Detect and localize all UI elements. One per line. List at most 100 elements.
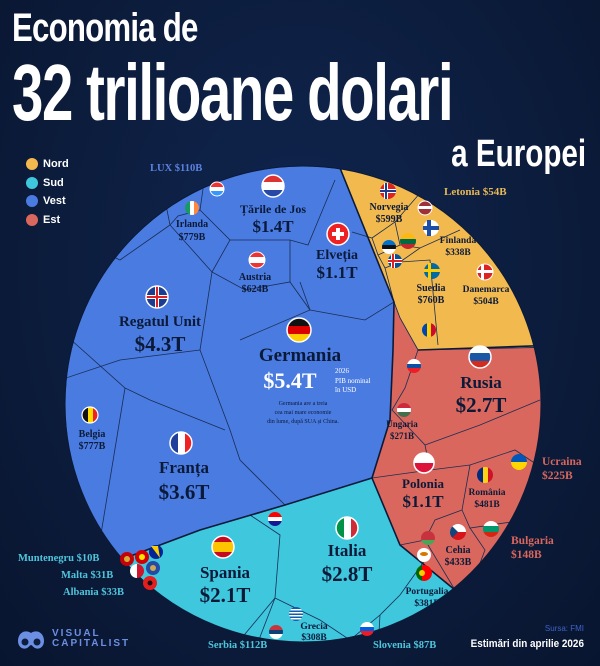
source-note: Sursa: FMI xyxy=(544,624,584,633)
serbia-flag-icon xyxy=(269,625,283,639)
croatia-flag-icon xyxy=(268,512,282,526)
label-tarile-de-jos-value: $1.4T xyxy=(252,217,294,236)
bosnia-flag-icon xyxy=(149,545,163,559)
portugal-flag-icon xyxy=(416,565,432,581)
malta-flag-icon xyxy=(130,564,144,578)
north-macedonia-flag-icon xyxy=(135,550,149,564)
label-belgia-value: $777B xyxy=(79,441,106,452)
norway-flag-icon xyxy=(380,183,396,199)
sweden-flag-icon xyxy=(424,263,440,279)
ext-label-albania: Albania $33B xyxy=(63,587,124,598)
title-line-3: a Europei xyxy=(450,133,586,175)
title-line-1: Economia de xyxy=(12,6,198,50)
italy-flag-icon xyxy=(335,516,359,540)
legend-item-est: Est xyxy=(26,211,69,230)
label-franta-value: $3.6T xyxy=(159,480,210,504)
label-finlanda-name: Finlanda xyxy=(440,236,477,246)
legend-dot-sud-icon xyxy=(26,176,38,189)
romania-flag-icon xyxy=(477,467,493,483)
denmark-flag-icon xyxy=(476,263,494,281)
lithuania-flag-icon xyxy=(400,233,416,249)
ext-label-slovenia: Slovenia $87B xyxy=(373,640,437,651)
label-suedia-value: $760B xyxy=(418,295,445,306)
label-finlanda-value: $338B xyxy=(445,247,471,258)
label-irlanda-name: Irlanda xyxy=(176,219,208,230)
hungary-flag-icon xyxy=(397,403,411,417)
legend-item-sud: Sud xyxy=(26,174,69,193)
czechia-flag-icon xyxy=(450,524,466,540)
ext-label-ucraina-value: $225B xyxy=(542,470,573,482)
label-rusia-name: Rusia xyxy=(460,373,502,392)
germany-note-metric2: în USD xyxy=(334,386,356,394)
slovakia-flag-icon xyxy=(407,359,421,373)
estimates-note: Estimări din aprilie 2026 xyxy=(470,638,584,650)
label-grecia-name: Grecia xyxy=(300,622,328,632)
ireland-flag-icon xyxy=(185,201,199,215)
greece-flag-icon xyxy=(289,607,303,621)
label-cehia-name: Cehia xyxy=(446,545,471,556)
germany-desc-3: din lume, după SUA și China. xyxy=(267,419,339,425)
ext-label-lux: LUX $110B xyxy=(150,163,203,174)
ext-label-ucraina-name: Ucraina xyxy=(542,456,582,468)
vc-binoculars-icon xyxy=(18,631,44,649)
legend: Nord Sud Vest Est xyxy=(26,155,69,229)
legend-label: Vest xyxy=(43,195,66,208)
label-norvegia-value: $599B xyxy=(376,214,403,225)
poland-flag-icon xyxy=(413,452,435,474)
moldova-flag-icon xyxy=(422,323,436,337)
estonia-flag-icon xyxy=(382,240,396,254)
label-germania-value: $5.4T xyxy=(263,368,317,393)
label-romania-name: România xyxy=(469,488,506,498)
label-italia-name: Italia xyxy=(328,541,367,560)
brand-line-2: CAPITALIST xyxy=(52,638,131,649)
ext-label-bulgaria-name: Bulgaria xyxy=(511,535,554,547)
label-austria-value: $624B xyxy=(242,284,269,295)
label-elvetia-value: $1.1T xyxy=(316,263,358,282)
label-tarile-de-jos-name: Țările de Jos xyxy=(240,202,306,217)
visual-capitalist-logo: VISUAL CAPITALIST xyxy=(15,627,130,651)
label-polonia-value: $1.1T xyxy=(402,492,444,511)
ext-label-letonia: Letonia $54B xyxy=(444,186,507,198)
ext-label-bulgaria-value: $148B xyxy=(511,549,542,561)
germany-note-metric1: PIB nominal xyxy=(335,377,371,385)
legend-dot-est-icon xyxy=(26,213,38,226)
slovenia-flag-icon xyxy=(360,622,374,636)
switzerland-flag-icon xyxy=(326,222,350,246)
albania-flag-icon xyxy=(143,576,157,590)
luxembourg-flag-icon xyxy=(209,181,225,197)
netherlands-flag-icon xyxy=(261,174,285,198)
label-spania-name: Spania xyxy=(200,563,251,582)
germany-desc-1: Germania are a treia xyxy=(279,401,328,407)
label-suedia-name: Suedia xyxy=(417,283,446,294)
flag-icons xyxy=(81,174,527,639)
cyprus-flag-icon xyxy=(417,548,431,562)
ext-label-muntenegru: Muntenegru $10B xyxy=(18,553,100,564)
title-line-2: 32 trilioane dolari xyxy=(12,48,454,137)
label-polonia-name: Polonia xyxy=(402,476,444,491)
label-danemarca-value: $504B xyxy=(473,296,499,307)
germany-desc-2: cea mai mare economie xyxy=(275,410,332,416)
montenegro-flag-icon xyxy=(120,552,134,566)
label-norvegia-name: Norvegia xyxy=(370,202,409,213)
label-austria-name: Austria xyxy=(239,272,271,283)
uk-flag-icon xyxy=(145,285,169,309)
iceland-flag-icon xyxy=(388,254,402,268)
ext-label-malta: Malta $31B xyxy=(61,570,114,581)
label-spania-value: $2.1T xyxy=(200,583,251,607)
bulgaria-flag-icon xyxy=(483,521,499,537)
austria-flag-icon xyxy=(248,251,266,269)
label-ungaria-value: $271B xyxy=(390,431,414,441)
label-elvetia-name: Elveția xyxy=(316,248,358,263)
spain-flag-icon xyxy=(211,535,235,559)
legend-dot-nord-icon xyxy=(26,158,38,171)
label-rusia-value: $2.7T xyxy=(456,393,507,417)
finland-flag-icon xyxy=(423,220,439,236)
label-franta-name: Franța xyxy=(159,458,210,478)
germany-note-year: 2026 xyxy=(335,367,350,375)
label-uk-value: $4.3T xyxy=(135,332,186,356)
label-italia-value: $2.8T xyxy=(322,562,373,586)
brand-line-1: VISUAL xyxy=(52,628,101,639)
belgium-flag-icon xyxy=(81,406,99,424)
ukraine-flag-icon xyxy=(511,454,527,470)
